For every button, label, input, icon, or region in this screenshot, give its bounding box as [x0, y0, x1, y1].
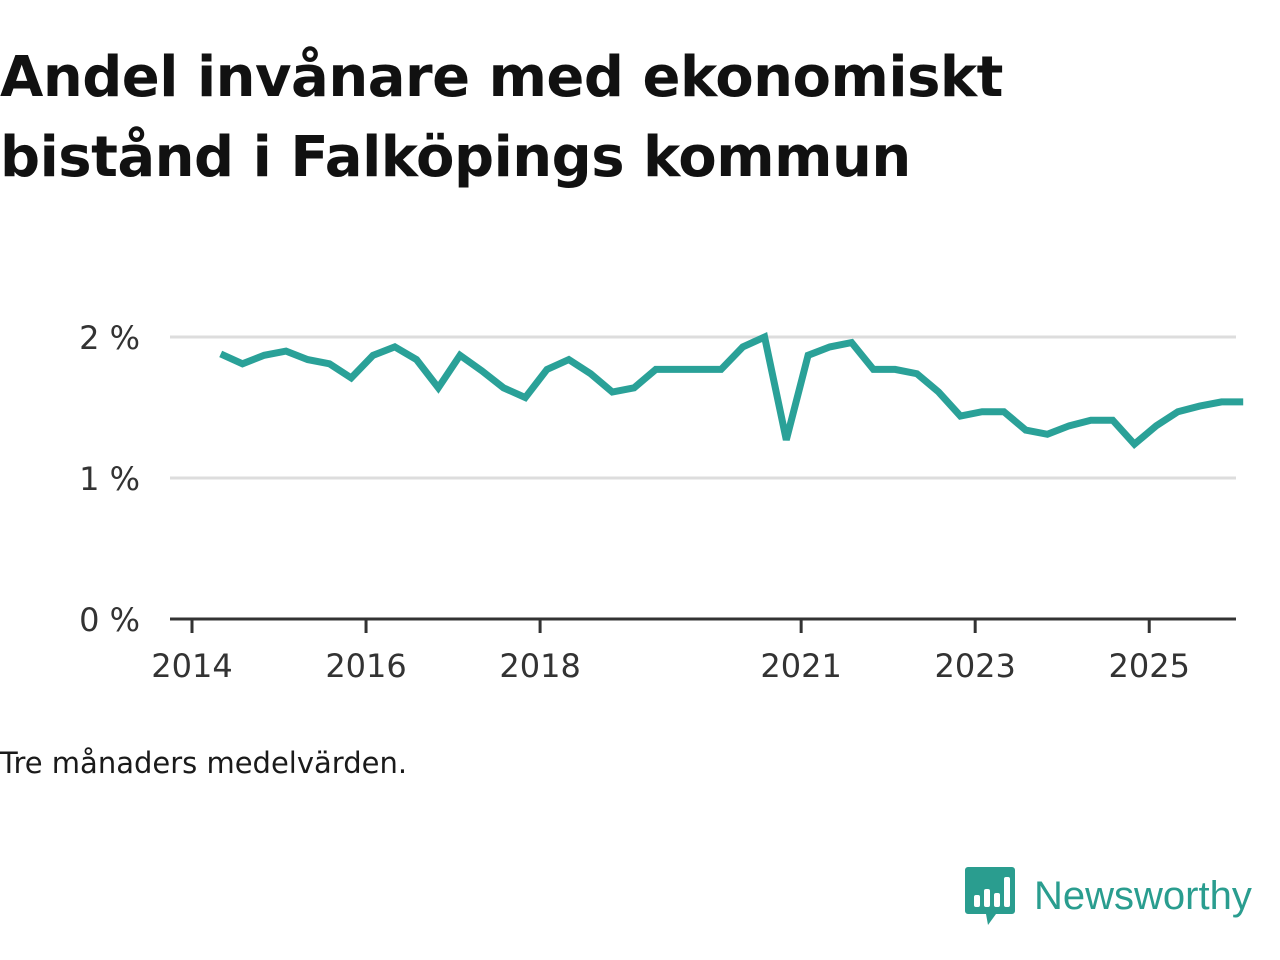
x-tick-label: 2014: [151, 647, 232, 685]
x-tick-label: 2021: [760, 647, 841, 685]
x-axis: 2014 2016 2018 2021 2023 2025: [151, 617, 1236, 685]
y-tick-label: 0 %: [79, 601, 140, 639]
series-line: [219, 332, 1244, 450]
x-tick-label: 2018: [499, 647, 580, 685]
y-axis-ticks: 0 % 1 % 2 %: [79, 319, 140, 639]
line-chart: 0 % 1 % 2 % 2014 2016 2018 2021 2023 2025: [79, 319, 1244, 685]
chart-note: Tre månaders medelvärden.: [0, 746, 408, 780]
series-layer: [219, 332, 1244, 450]
x-tick-label: 2023: [934, 647, 1015, 685]
brand-logo-block: Newsworthy: [964, 864, 1252, 928]
y-tick-label: 2 %: [79, 319, 140, 357]
brand-name: Newsworthy: [1034, 873, 1252, 918]
gridlines: [170, 335, 1236, 480]
x-tick-label: 2016: [325, 647, 406, 685]
bar-chart-speech-icon: [965, 867, 1015, 925]
y-tick-label: 1 %: [79, 460, 140, 498]
x-tick-label: 2025: [1109, 647, 1190, 685]
chart-title: Andel invånare med ekonomiskt bistånd i …: [0, 45, 1003, 190]
